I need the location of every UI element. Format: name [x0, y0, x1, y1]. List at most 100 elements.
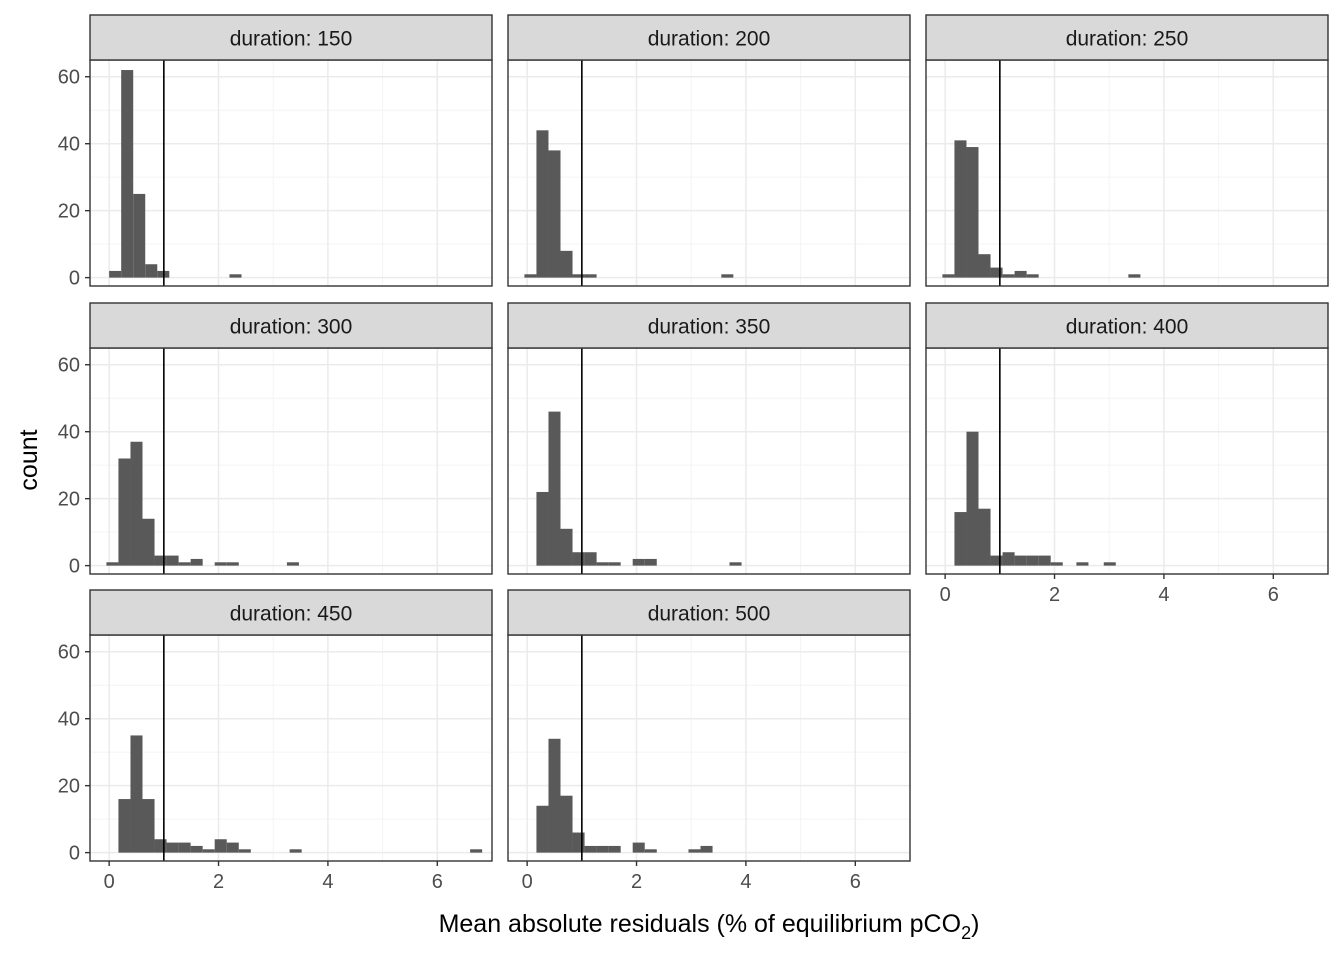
histogram-bar	[118, 458, 131, 566]
facet-panel: duration: 300 0 20 40 60	[58, 302, 493, 578]
facet-strip	[89, 14, 493, 61]
facet-strip	[507, 589, 911, 636]
y-tick-label: 60	[58, 67, 80, 89]
histogram-bar	[190, 558, 203, 566]
histogram-bar	[190, 845, 203, 853]
histogram-bar	[632, 842, 645, 853]
facet-label: duration: 500	[648, 603, 771, 626]
histogram-bar	[121, 70, 134, 278]
x-tick-label: 0	[522, 871, 533, 893]
facet-label: duration: 450	[230, 603, 353, 626]
facet-strip	[89, 589, 493, 636]
histogram-bar	[1128, 274, 1141, 278]
histogram-bar	[1002, 552, 1015, 566]
histogram-bar	[954, 140, 967, 278]
histogram-bar	[154, 839, 167, 853]
histogram-bar	[584, 274, 597, 278]
x-axis-title-subscript: 2	[961, 923, 971, 943]
histogram-bar	[154, 555, 167, 566]
histogram-bar	[238, 849, 251, 853]
histogram-bar	[178, 842, 191, 853]
histogram-bar	[548, 150, 561, 278]
histogram-bar	[990, 267, 1003, 278]
y-tick-label: 40	[58, 709, 80, 731]
histogram-bar	[1038, 555, 1051, 566]
facet-panel: duration: 400 0 2 4 6	[925, 302, 1329, 606]
histogram-bar	[106, 562, 119, 566]
histogram-bar	[548, 738, 561, 853]
histogram-bar	[560, 528, 573, 566]
histogram-bar	[109, 270, 122, 278]
x-axis-title: Mean absolute residuals (% of equilibriu…	[439, 910, 980, 943]
histogram-bar	[289, 849, 302, 853]
x-tick-label: 0	[104, 871, 115, 893]
y-tick-label: 60	[58, 642, 80, 664]
facet-panel: duration: 250	[925, 14, 1329, 287]
histogram-bar	[178, 562, 191, 566]
histogram-bar	[1076, 562, 1089, 566]
histogram-bar	[1014, 555, 1027, 566]
histogram-bar	[536, 805, 549, 853]
histogram-bar	[596, 562, 609, 566]
histogram-bar	[536, 130, 549, 278]
x-tick-label: 0	[940, 584, 951, 606]
histogram-bar	[966, 431, 979, 566]
histogram-bar	[118, 799, 131, 853]
facet-strip	[89, 302, 493, 349]
panel-background	[508, 635, 910, 861]
panel-background	[90, 348, 492, 574]
histogram-bar	[584, 552, 597, 566]
histogram-bar	[142, 518, 155, 566]
x-axis-title-main: Mean absolute residuals (% of equilibriu…	[439, 910, 961, 938]
x-tick-label: 6	[850, 871, 861, 893]
histogram-bar	[145, 264, 158, 278]
histogram-bar	[166, 555, 179, 566]
panel-background	[926, 348, 1328, 574]
histogram-bar	[966, 147, 979, 278]
facet-panel: duration: 350	[507, 302, 911, 575]
facet-label: duration: 300	[230, 316, 353, 339]
facet-panel: duration: 450 0 20 40 60 0 2 4 6	[58, 589, 493, 893]
panel-background	[90, 635, 492, 861]
histogram-bar	[721, 274, 734, 278]
panel-background	[508, 348, 910, 574]
histogram-bar	[954, 512, 967, 566]
histogram-bar	[229, 274, 242, 278]
x-axis-title-close: )	[971, 910, 979, 938]
histogram-bar	[560, 795, 573, 853]
histogram-bar	[1014, 270, 1027, 278]
histogram-bar	[226, 562, 239, 566]
y-tick-label: 40	[58, 422, 80, 444]
facet-label: duration: 250	[1066, 28, 1189, 51]
histogram-bar	[942, 274, 955, 278]
histogram-bar	[560, 250, 573, 278]
x-tick-label: 4	[1158, 584, 1169, 606]
histogram-bar	[1026, 274, 1039, 278]
histogram-bar	[470, 849, 483, 853]
facet-panel: duration: 150 0 20 40 60	[58, 14, 493, 290]
histogram-bar	[130, 735, 143, 853]
facet-strip	[925, 302, 1329, 349]
panel-background	[508, 60, 910, 286]
x-tick-label: 2	[631, 871, 642, 893]
histogram-bar	[286, 562, 299, 566]
facet-strip	[507, 14, 911, 61]
histogram-bar	[202, 849, 215, 853]
x-tick-label: 2	[1049, 584, 1060, 606]
facet-strip	[925, 14, 1329, 61]
y-tick-label: 60	[58, 355, 80, 377]
x-tick-label: 4	[322, 871, 333, 893]
x-tick-label: 4	[740, 871, 751, 893]
x-tick-label: 6	[1268, 584, 1279, 606]
histogram-bar	[1002, 274, 1015, 278]
histogram-bar	[572, 552, 585, 566]
y-tick-label: 20	[58, 489, 80, 511]
facet-label: duration: 350	[648, 316, 771, 339]
facet-panel: duration: 500 0 2 4 6	[507, 589, 911, 893]
y-tick-label: 0	[69, 268, 80, 290]
histogram-bar	[978, 508, 991, 566]
histogram-bar	[130, 441, 143, 566]
y-axis-title: count	[15, 429, 43, 490]
histogram-bar	[214, 562, 227, 566]
